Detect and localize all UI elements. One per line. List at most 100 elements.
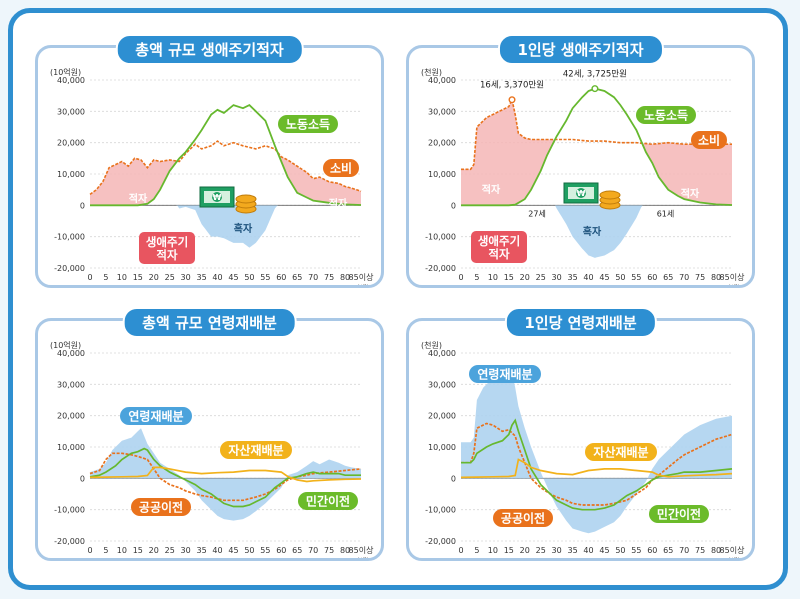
y-tick-label: 30,000 [428, 107, 456, 116]
x-tick-label: 50 [244, 546, 254, 555]
x-tick-label: 10 [117, 273, 127, 282]
consumption-label-bg [691, 131, 727, 149]
x-tick-label: 35 [567, 273, 577, 282]
y-tick-label: 20,000 [57, 412, 85, 421]
x-tick-label: 55 [631, 273, 641, 282]
panel-title: 1인당 연령재배분 [504, 307, 657, 338]
x-tick-label: 35 [196, 546, 206, 555]
x-tick-label: 25 [165, 546, 175, 555]
x-tick-label: 0 [458, 546, 463, 555]
figure-frame: 총액 규모 생애주기적자 (10억원) 40,000 30,000 20,000 10,… [8, 8, 788, 590]
x-tick-label: 75 [695, 273, 705, 282]
y-tick-label: 30,000 [57, 107, 85, 116]
x-tick-label: 15 [504, 546, 514, 555]
labor-income-label-bg [636, 106, 696, 124]
consumption-line [89, 140, 362, 196]
x-tick-label: 75 [324, 273, 334, 282]
x-tick-label: 70 [308, 546, 318, 555]
y-tick-label: 20,000 [428, 412, 456, 421]
panel-title: 1인당 생애주기적자 [497, 34, 664, 65]
x-tick-label: 70 [679, 273, 689, 282]
x-tick-label: 50 [615, 273, 625, 282]
x-tick-label: 45 [228, 273, 238, 282]
x-tick-label: 25 [536, 546, 546, 555]
x-tick-label: 0 [458, 273, 463, 282]
x-tick-label: 55 [260, 546, 270, 555]
panel-total-lifecycle-deficit: 총액 규모 생애주기적자 (10억원) 40,000 30,000 20,000 10,… [35, 34, 384, 292]
age-reallocation-label: 연령재배분 [128, 409, 183, 424]
x-tick-label: 0 [87, 546, 92, 555]
x-tick-label: 85이상 [720, 545, 746, 555]
x-tick-label: 65 [292, 546, 302, 555]
y-unit-label: (천원) [421, 340, 442, 350]
asset-reallocation-label-bg [220, 441, 292, 459]
deficit-area [461, 88, 732, 206]
deficit-label-old: 적자 [329, 197, 348, 210]
x-tick-label: 50 [244, 273, 254, 282]
lifecycle-deficit-total-chart: (10억원)40,000 30,000 20,000 10,000 0 -10,000 -2… [50, 67, 375, 292]
y-unit-label: (천원) [421, 67, 442, 77]
peak-label: 16세, 3,370만원 [480, 81, 544, 91]
private-transfer-label-bg [298, 492, 358, 510]
x-tick-label: 85이상 [720, 272, 746, 282]
age-reallocation-percapita-chart: (천원)40,000 30,000 20,000 10,000 0 -10,000 -20,… [421, 340, 746, 565]
panel-title: 총액 규모 연령재배분 [122, 307, 297, 338]
x-tick-label: 15 [504, 273, 514, 282]
asset-reallocation-line [460, 458, 733, 479]
x-tick-label: 65 [663, 273, 673, 282]
private-transfer-label: 민간이전 [306, 494, 350, 509]
y-tick-label: 40,000 [428, 76, 456, 85]
x-tick-label: 75 [695, 546, 705, 555]
crossing-label-27: 27세 [528, 209, 546, 218]
asset-reallocation-label: 자산재배분 [593, 445, 648, 460]
lifecycle-deficit-label-bg [471, 231, 527, 263]
x-tick-label: 35 [196, 273, 206, 282]
y-unit-label: (10억원) [50, 67, 81, 77]
consumption-label-bg [323, 159, 359, 177]
x-tick-label: 5 [103, 273, 108, 282]
x-tick-label: 30 [181, 273, 191, 282]
won-mark [576, 188, 586, 198]
x-tick-label: 20 [520, 546, 530, 555]
x-tick-label: 5 [474, 546, 479, 555]
public-transfer-line [461, 422, 733, 506]
x-tick-label: 20 [149, 546, 159, 555]
won-mark [212, 192, 222, 202]
x-tick-label: 5 [103, 546, 108, 555]
surplus-area [461, 205, 732, 258]
surplus-area [90, 205, 361, 248]
x-tick-label: 55 [260, 273, 270, 282]
y-tick-label: 10,000 [428, 170, 456, 179]
age-reallocation-label: 연령재배분 [477, 367, 532, 382]
lifecycle-deficit-label: 생애주기 적자 [478, 234, 520, 261]
x-tick-label: 85이상 [349, 272, 375, 282]
y-tick-label: -20,000 [425, 264, 456, 273]
y-tick-label: -10,000 [425, 233, 456, 242]
y-tick-label: 10,000 [57, 443, 85, 452]
x-tick-label: 25 [536, 273, 546, 282]
public-transfer-label-bg [131, 498, 191, 516]
labor-income-line [461, 87, 733, 207]
y-tick-label: 0 [451, 474, 456, 483]
peak-label: 42세, 3,725만원 [563, 70, 627, 80]
y-tick-label: 40,000 [57, 76, 85, 85]
y-tick-label: 0 [80, 201, 85, 210]
x-tick-label: 80 [340, 273, 350, 282]
labor-income-line [90, 104, 362, 207]
x-tick-label: 30 [552, 546, 562, 555]
panel-total-age-reallocation: 총액 규모 연령재배분 (10억원) 40,000 30,000 20,000 10,0… [35, 307, 384, 565]
y-unit-label: (10억원) [50, 340, 81, 350]
y-tick-label: 0 [451, 201, 456, 210]
consumption-line [461, 97, 732, 171]
y-tick-label: -20,000 [54, 537, 85, 546]
y-tick-label: 40,000 [428, 349, 456, 358]
x-unit-label: (세) [728, 556, 740, 558]
panel-title: 총액 규모 생애주기적자 [115, 34, 304, 65]
lifecycle-deficit-label-bg [139, 232, 195, 264]
x-tick-label: 55 [631, 546, 641, 555]
x-tick-label: 40 [583, 546, 593, 555]
asset-reallocation-label: 자산재배분 [228, 443, 283, 458]
x-tick-label: 80 [711, 273, 721, 282]
y-tick-label: -10,000 [54, 506, 85, 515]
x-tick-label: 40 [583, 273, 593, 282]
